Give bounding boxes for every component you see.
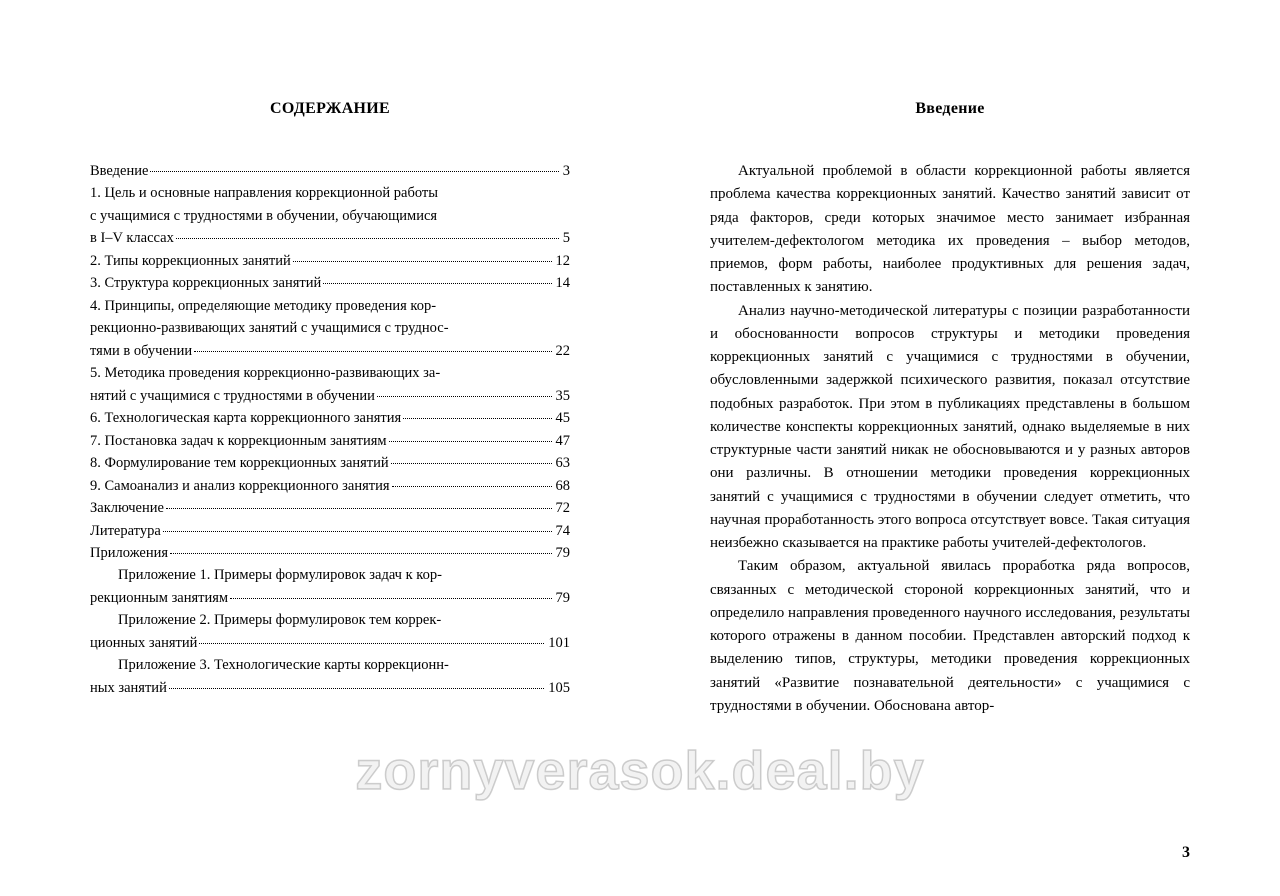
- toc-leader-dots: [194, 351, 551, 352]
- toc-text: тями в обучении: [90, 340, 192, 362]
- toc-leader-dots: [391, 463, 552, 464]
- toc-text: 7. Постановка задач к коррекционным заня…: [90, 430, 387, 452]
- toc-entry: Заключение 72: [90, 497, 570, 519]
- toc-text: Приложение 2. Примеры формулировок тем к…: [118, 609, 441, 631]
- intro-body: Актуальной проблемой в области коррекцио…: [710, 160, 1190, 718]
- toc-text: ных занятий: [90, 677, 167, 699]
- toc-page-number: 79: [554, 542, 571, 564]
- toc-page-number: 14: [554, 272, 571, 294]
- toc-leader-dots: [293, 261, 552, 262]
- page-number: 3: [1182, 844, 1190, 862]
- toc-text: 5. Методика проведения коррекционно-разв…: [90, 362, 440, 384]
- toc-text: рекционно-развивающих занятий с учащимис…: [90, 317, 449, 339]
- toc-text: рекционным занятиям: [90, 587, 228, 609]
- left-page: СОДЕРЖАНИЕ Введение 31. Цель и основные …: [0, 0, 640, 896]
- toc-page-number: 105: [546, 677, 570, 699]
- toc-entry: Приложение 3. Технологические карты корр…: [90, 654, 570, 699]
- toc-text: 2. Типы коррекционных занятий: [90, 250, 291, 272]
- toc-page-number: 3: [561, 160, 570, 182]
- toc-page-number: 74: [554, 520, 571, 542]
- toc-page-number: 5: [561, 227, 570, 249]
- toc-text: 1. Цель и основные направления коррекцио…: [90, 182, 438, 204]
- toc-page-number: 22: [554, 340, 571, 362]
- toc-text: 8. Формулирование тем коррекционных заня…: [90, 452, 389, 474]
- toc-leader-dots: [377, 396, 552, 397]
- paragraph: Актуальной проблемой в области коррекцио…: [710, 160, 1190, 300]
- toc-page-number: 72: [554, 497, 571, 519]
- toc-leader-dots: [163, 531, 552, 532]
- toc-page-number: 35: [554, 385, 571, 407]
- toc-body: Введение 31. Цель и основные направления…: [90, 160, 570, 699]
- toc-leader-dots: [176, 238, 559, 239]
- intro-heading: Введение: [710, 100, 1190, 118]
- toc-text: 4. Принципы, определяющие методику прове…: [90, 295, 436, 317]
- paragraph: Таким образом, актуальной явилась прораб…: [710, 555, 1190, 718]
- toc-entry: 4. Принципы, определяющие методику прове…: [90, 295, 570, 362]
- toc-leader-dots: [323, 283, 551, 284]
- toc-entry: 3. Структура коррекционных занятий 14: [90, 272, 570, 294]
- toc-leader-dots: [199, 643, 544, 644]
- toc-entry: 6. Технологическая карта коррекционного …: [90, 407, 570, 429]
- toc-leader-dots: [170, 553, 551, 554]
- toc-entry: Приложение 1. Примеры формулировок задач…: [90, 564, 570, 609]
- toc-leader-dots: [230, 598, 551, 599]
- toc-text: 3. Структура коррекционных занятий: [90, 272, 321, 294]
- toc-text: Заключение: [90, 497, 164, 519]
- toc-text: Приложения: [90, 542, 168, 564]
- toc-entry: 5. Методика проведения коррекционно-разв…: [90, 362, 570, 407]
- toc-entry: 1. Цель и основные направления коррекцио…: [90, 182, 570, 249]
- toc-page-number: 68: [554, 475, 571, 497]
- toc-page-number: 45: [554, 407, 571, 429]
- toc-page-number: 79: [554, 587, 571, 609]
- toc-leader-dots: [169, 688, 544, 689]
- toc-leader-dots: [150, 171, 558, 172]
- toc-text: 9. Самоанализ и анализ коррекционного за…: [90, 475, 390, 497]
- toc-text: с учащимися с трудностями в обучении, об…: [90, 205, 437, 227]
- toc-leader-dots: [389, 441, 552, 442]
- toc-leader-dots: [392, 486, 552, 487]
- toc-entry: 8. Формулирование тем коррекционных заня…: [90, 452, 570, 474]
- toc-page-number: 101: [546, 632, 570, 654]
- toc-entry: Приложение 2. Примеры формулировок тем к…: [90, 609, 570, 654]
- toc-text: в I–V классах: [90, 227, 174, 249]
- toc-leader-dots: [166, 508, 552, 509]
- toc-entry: 9. Самоанализ и анализ коррекционного за…: [90, 475, 570, 497]
- toc-entry: Введение 3: [90, 160, 570, 182]
- toc-leader-dots: [403, 418, 551, 419]
- toc-text: нятий с учащимися с трудностями в обучен…: [90, 385, 375, 407]
- toc-page-number: 63: [554, 452, 571, 474]
- toc-entry: Литература 74: [90, 520, 570, 542]
- toc-text: Приложение 1. Примеры формулировок задач…: [118, 564, 442, 586]
- toc-text: ционных занятий: [90, 632, 197, 654]
- toc-page-number: 12: [554, 250, 571, 272]
- toc-entry: Приложения 79: [90, 542, 570, 564]
- toc-text: 6. Технологическая карта коррекционного …: [90, 407, 401, 429]
- toc-text: Литература: [90, 520, 161, 542]
- toc-heading: СОДЕРЖАНИЕ: [90, 100, 570, 118]
- toc-text: Введение: [90, 160, 148, 182]
- paragraph: Анализ научно-методической литературы с …: [710, 300, 1190, 556]
- toc-entry: 7. Постановка задач к коррекционным заня…: [90, 430, 570, 452]
- right-page: Введение Актуальной проблемой в области …: [640, 0, 1280, 896]
- toc-entry: 2. Типы коррекционных занятий 12: [90, 250, 570, 272]
- toc-page-number: 47: [554, 430, 571, 452]
- toc-text: Приложение 3. Технологические карты корр…: [118, 654, 449, 676]
